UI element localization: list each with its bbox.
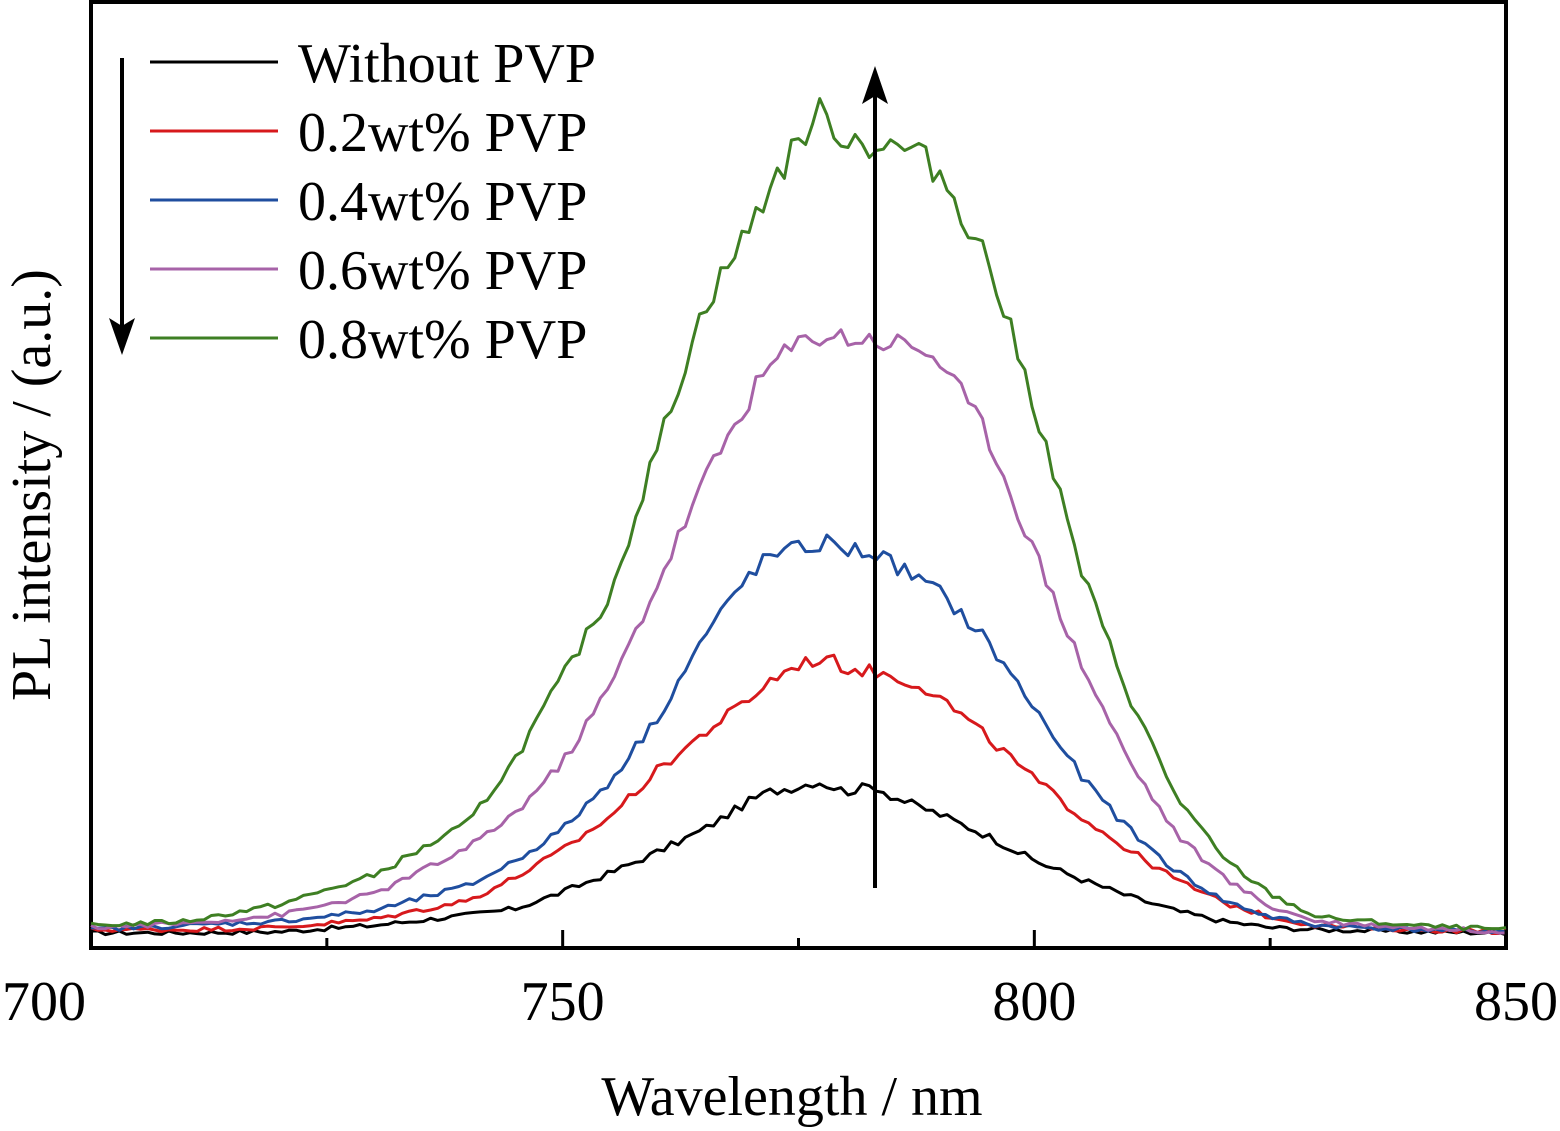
x-tick-label-850: 850 — [1474, 971, 1558, 1033]
series-line-1 — [90, 782, 1507, 937]
x-tick-label-750: 750 — [521, 971, 605, 1033]
x-ticks — [89, 930, 1508, 948]
x-axis-title: Wavelength / nm — [601, 1066, 982, 1128]
intensity-increase-arrowhead — [862, 66, 888, 104]
plot-area: Without PVP 0.2wt% PVP 0.4wt% PVP 0.6wt% PV… — [89, 0, 1508, 950]
legend-label-4: 0.6wt% PVP — [298, 240, 587, 302]
x-tick-label-700: 700 — [2, 971, 86, 1033]
series-line-3 — [90, 533, 1507, 935]
series-layer — [90, 97, 1507, 937]
legend-label-3: 0.4wt% PVP — [298, 171, 587, 233]
series-line-2 — [90, 653, 1507, 935]
series-line-4 — [90, 328, 1507, 935]
legend: Without PVP 0.2wt% PVP 0.4wt% PVP 0.6wt% PV… — [150, 33, 596, 371]
legend-label-2: 0.2wt% PVP — [298, 102, 587, 164]
legend-label-5: 0.8wt% PVP — [298, 309, 587, 371]
annotation-arrows — [109, 58, 888, 888]
y-axis-title: PL intensity / (a.u.) — [1, 269, 63, 701]
series-line-5 — [90, 97, 1507, 932]
legend-order-arrowhead — [109, 318, 135, 355]
x-tick-label-800: 800 — [992, 971, 1076, 1033]
x-tick-labels: 700 750 800 850 — [2, 971, 1558, 1033]
legend-label-1: Without PVP — [298, 33, 596, 95]
